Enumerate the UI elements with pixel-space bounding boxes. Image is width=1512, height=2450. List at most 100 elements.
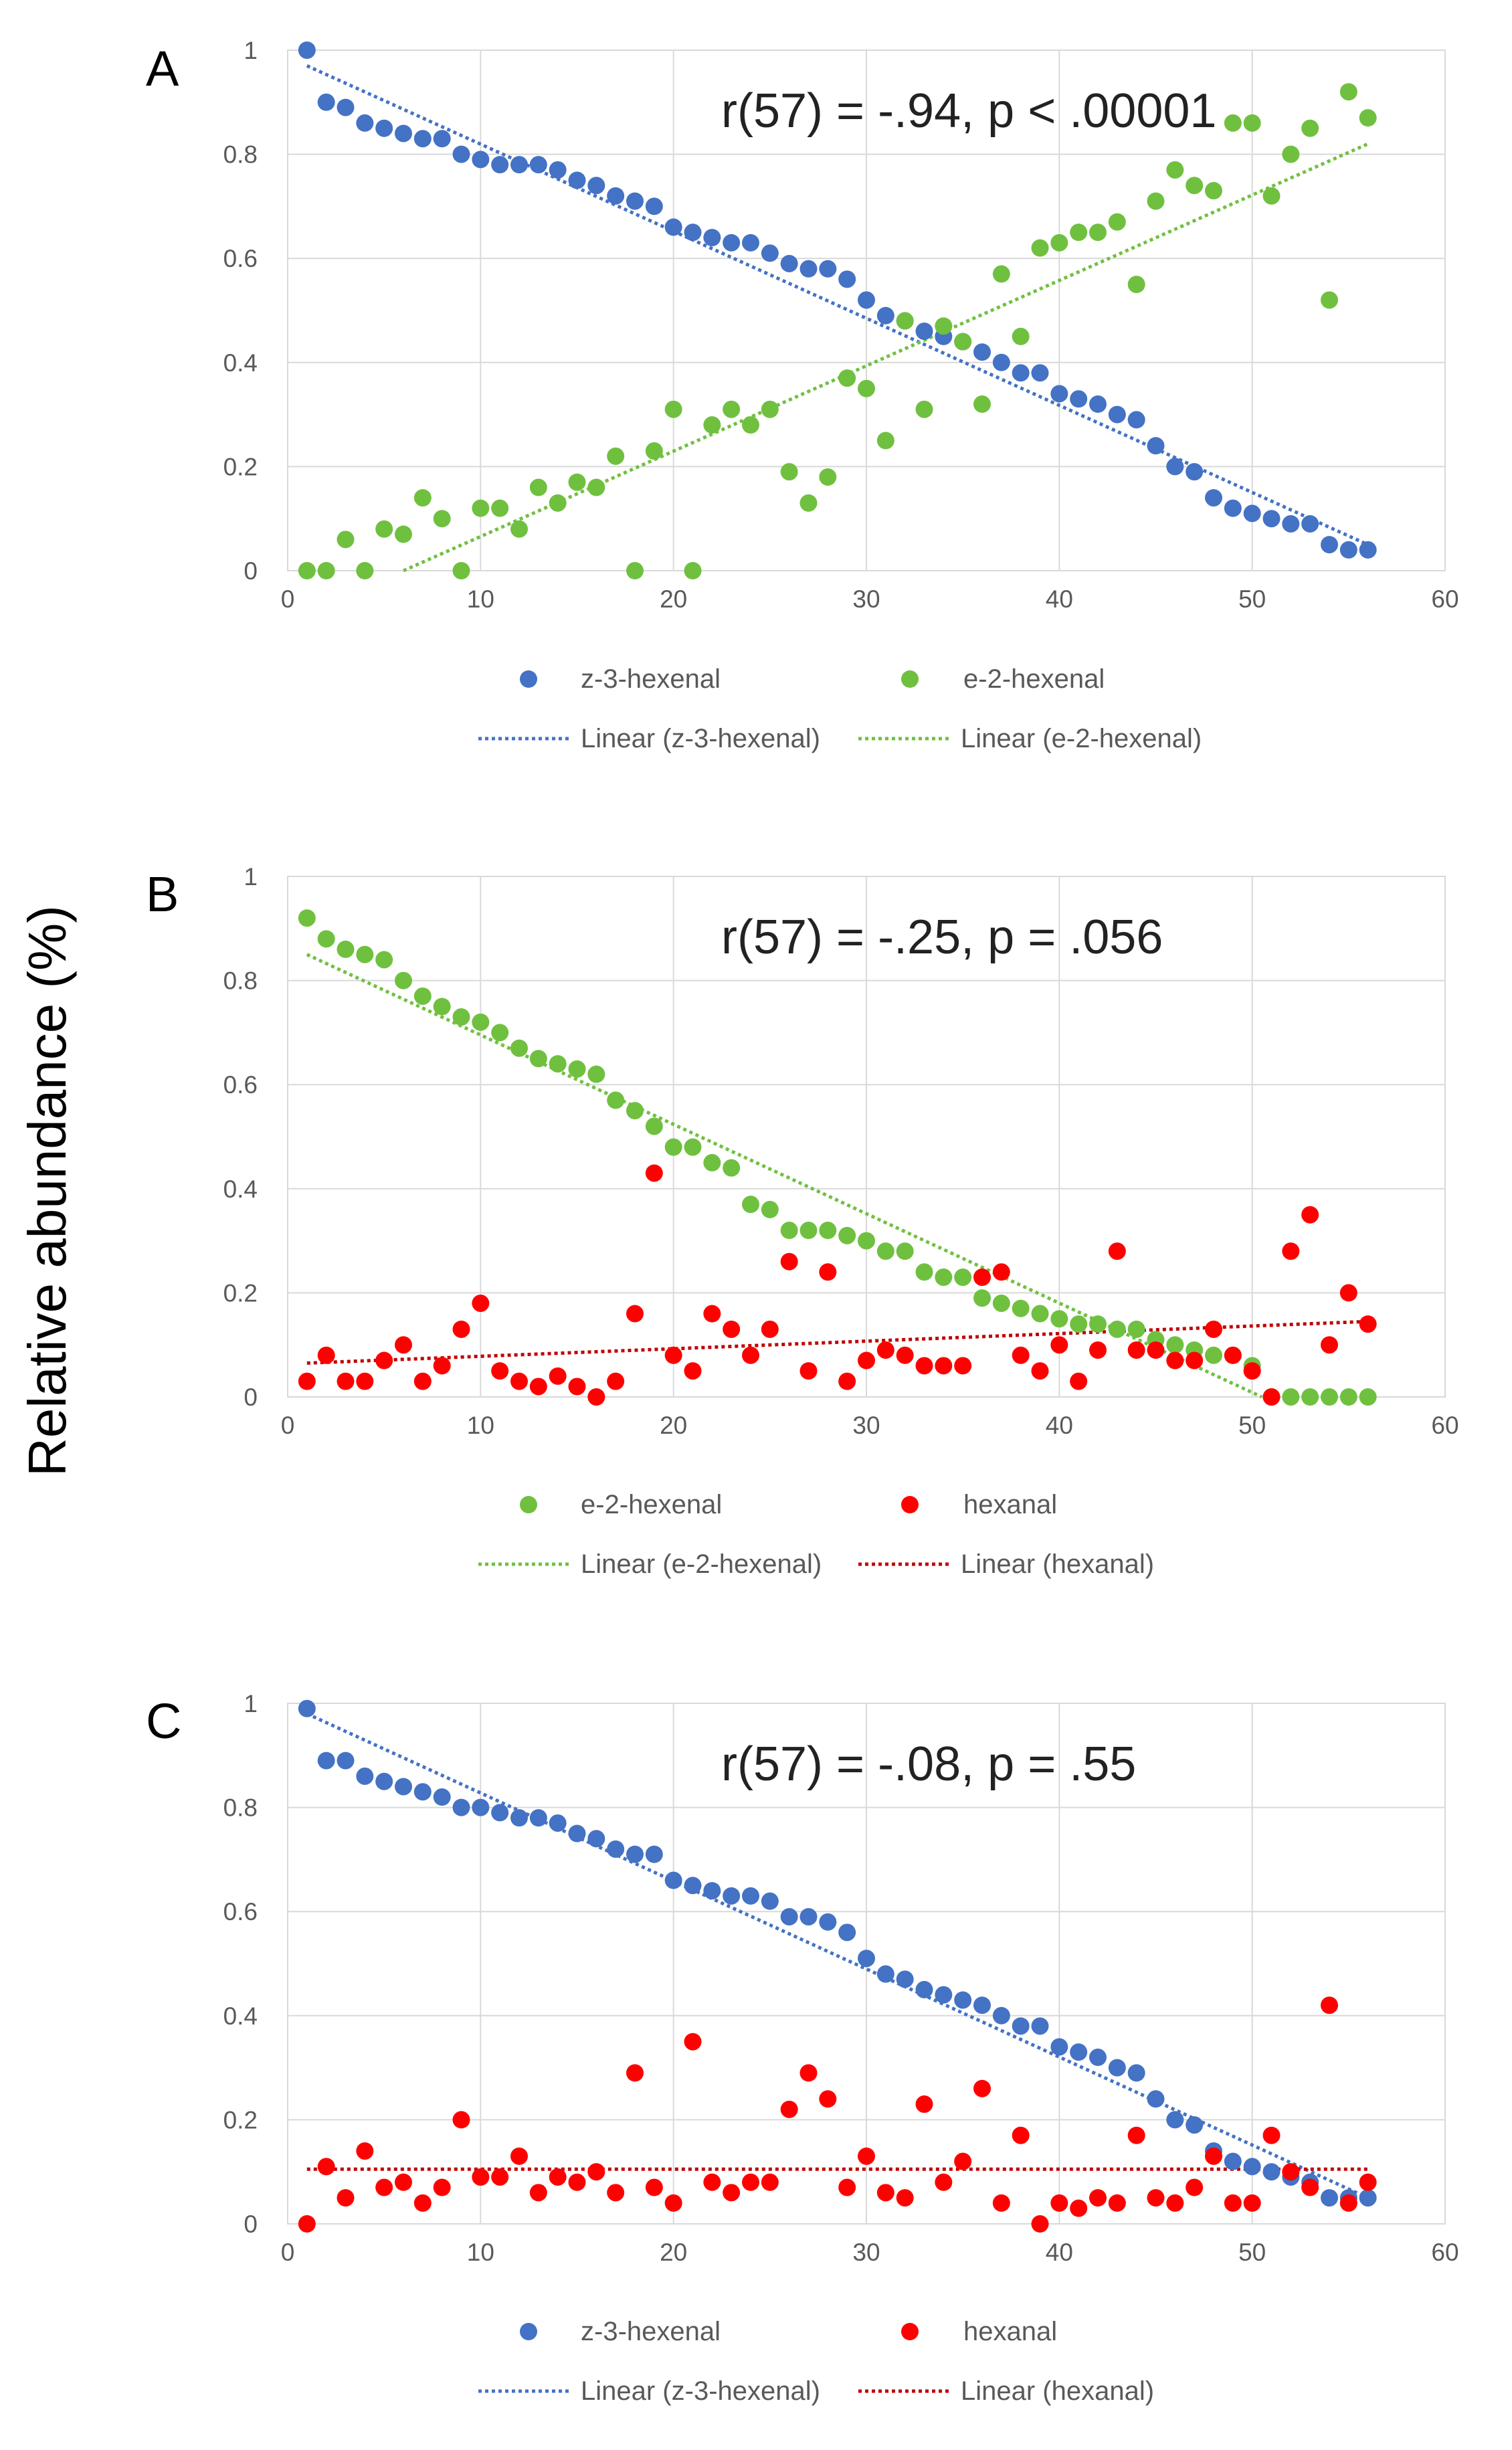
data-point: [472, 1294, 490, 1312]
data-point: [1166, 458, 1184, 476]
data-point: [954, 1991, 972, 2009]
data-point: [703, 229, 721, 247]
data-point: [664, 2194, 682, 2212]
data-point: [1224, 1346, 1242, 1364]
data-point: [1050, 1336, 1068, 1354]
data-point: [896, 1242, 914, 1260]
data-point: [1089, 223, 1107, 242]
series-e-2-hexenal: [298, 909, 1377, 1406]
legend-marker: [901, 670, 919, 688]
legend-marker: [901, 2323, 919, 2340]
panel-letter: A: [146, 41, 179, 96]
data-point: [858, 291, 875, 309]
data-point: [935, 1986, 953, 2004]
data-point: [607, 2184, 625, 2202]
data-point: [298, 909, 316, 927]
data-point: [356, 945, 374, 963]
data-point: [876, 306, 894, 324]
data-point: [684, 2033, 702, 2051]
data-point: [1282, 514, 1300, 533]
data-point: [317, 1346, 335, 1364]
data-point: [510, 1039, 528, 1057]
data-point: [317, 93, 335, 111]
data-point: [587, 1830, 605, 1848]
data-point: [452, 1320, 470, 1338]
data-point: [838, 369, 856, 387]
data-point: [549, 161, 567, 179]
data-point: [568, 1378, 586, 1396]
data-point: [1339, 1284, 1357, 1302]
data-point: [1282, 145, 1300, 163]
data-point: [395, 124, 412, 143]
data-point: [1108, 2059, 1126, 2077]
trendline-1: [306, 1319, 1368, 1365]
data-point: [1070, 390, 1088, 408]
data-point: [510, 520, 528, 538]
data-point: [799, 494, 818, 512]
y-tick-label: 0.4: [223, 1175, 258, 1203]
legend-label: Linear (hexanal): [961, 1549, 1154, 1579]
data-point: [491, 2168, 509, 2186]
data-point: [645, 442, 663, 460]
y-tick-label: 0.6: [223, 245, 258, 272]
data-point: [452, 1008, 470, 1026]
data-point: [337, 531, 355, 549]
data-point: [587, 478, 605, 496]
data-point: [1301, 119, 1319, 137]
data-point: [1147, 2090, 1165, 2108]
data-point: [1012, 1299, 1030, 1317]
data-point: [1262, 187, 1281, 205]
data-point: [973, 1996, 991, 2014]
data-point: [1031, 1305, 1049, 1323]
data-point: [645, 1845, 663, 1863]
data-point: [954, 2152, 972, 2170]
legend-label: hexanal: [963, 2317, 1057, 2346]
data-point: [1089, 2189, 1107, 2207]
data-point: [356, 1372, 374, 1390]
data-point: [337, 98, 355, 116]
series-e-2-hexenal: [298, 83, 1377, 579]
data-point: [1321, 1996, 1338, 2014]
data-point: [645, 1164, 663, 1182]
y-tick-label: 0.4: [223, 349, 258, 377]
x-tick-label: 10: [467, 1412, 494, 1439]
data-point: [684, 223, 702, 242]
data-point: [1089, 2049, 1107, 2067]
data-point: [529, 156, 547, 174]
data-point: [298, 1699, 316, 1717]
data-point: [549, 1367, 567, 1385]
data-point: [954, 1268, 972, 1287]
data-point: [742, 1887, 759, 1905]
data-point: [723, 1320, 741, 1338]
x-tick-label: 50: [1238, 585, 1266, 613]
data-point: [1166, 1336, 1184, 1354]
data-point: [819, 1913, 837, 1931]
data-point: [1321, 1388, 1338, 1406]
data-point: [1359, 2189, 1377, 2207]
data-point: [1166, 1351, 1184, 1370]
data-point: [703, 2173, 721, 2191]
y-tick-label: 0.2: [223, 453, 258, 480]
legend-label: Linear (z-3-hexenal): [581, 724, 820, 753]
data-point: [1108, 213, 1126, 231]
x-tick-label: 30: [852, 585, 880, 613]
data-point: [1262, 2126, 1281, 2144]
data-point: [1301, 1206, 1319, 1224]
data-point: [1031, 2017, 1049, 2035]
data-point: [356, 2142, 374, 2160]
data-point: [1050, 1310, 1068, 1328]
data-point: [433, 1357, 451, 1375]
y-tick-label: 1: [244, 863, 258, 890]
data-point: [915, 2095, 933, 2113]
data-point: [645, 1117, 663, 1135]
data-point: [433, 130, 451, 148]
data-point: [1205, 1346, 1222, 1364]
legend-label: Linear (e-2-hexenal): [581, 1549, 822, 1579]
data-point: [761, 2173, 779, 2191]
data-point: [1321, 2189, 1338, 2207]
legend-marker: [901, 1496, 919, 1513]
data-point: [491, 1024, 509, 1042]
data-point: [858, 379, 875, 397]
data-point: [433, 2178, 451, 2196]
data-point: [703, 1882, 721, 1900]
